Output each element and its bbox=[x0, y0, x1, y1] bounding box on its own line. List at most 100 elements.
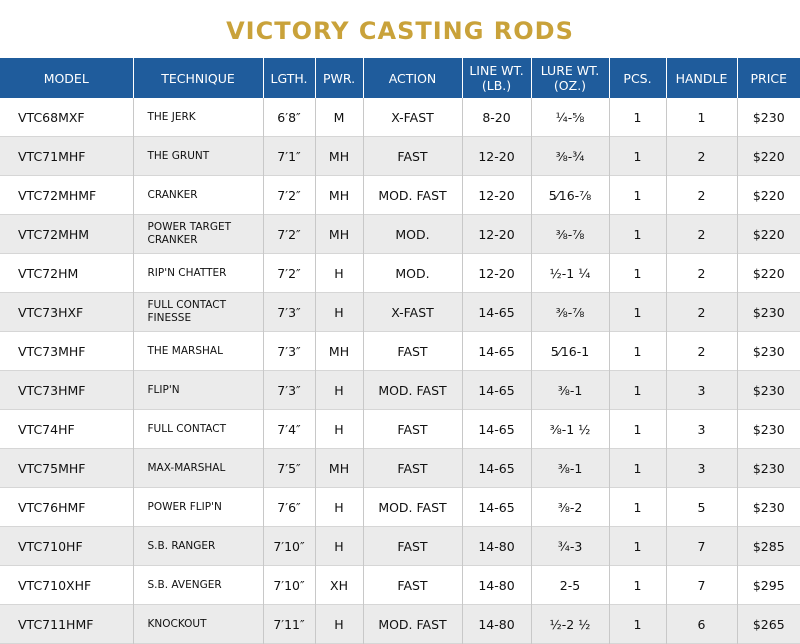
header-cell: PWR. bbox=[314, 58, 363, 98]
table-cell: 1 bbox=[608, 565, 666, 605]
table-cell: 2 bbox=[665, 214, 737, 254]
table-cell: 1 bbox=[608, 526, 666, 566]
table-cell: 2 bbox=[665, 175, 737, 215]
table-cell: VTC75MHF bbox=[0, 448, 133, 488]
table-cell: VTC710XHF bbox=[18, 577, 92, 593]
header-cell: ACTION bbox=[362, 58, 462, 98]
table-cell: $230 bbox=[736, 487, 800, 527]
header-cell: PCS. bbox=[608, 58, 666, 98]
header-cell: MODEL bbox=[0, 58, 133, 98]
table-cell: 7′4″ bbox=[262, 409, 315, 449]
table-cell: 14-80 bbox=[461, 526, 531, 566]
table-cell: MOD. FAST bbox=[362, 604, 462, 644]
table-cell: VTC710HF bbox=[0, 526, 133, 566]
table-cell: 12-20 bbox=[461, 214, 531, 254]
table-cell: 14-65 bbox=[461, 370, 531, 410]
table-cell: ⅜-1 bbox=[530, 370, 609, 410]
table-cell: MH bbox=[314, 175, 363, 215]
table-cell: 7 bbox=[665, 565, 737, 605]
table-cell: 12-20 bbox=[461, 253, 531, 293]
table-row: VTC73MHF THE MARSHAL 7′3″ MH FAST 14-65 5⁄16-1… bbox=[0, 331, 800, 371]
table-cell: 5⁄16-1 bbox=[530, 331, 609, 371]
table-cell: 6′8″ bbox=[262, 98, 315, 137]
table-cell: ⅜-1 bbox=[530, 448, 609, 488]
header-cell: LURE WT. (OZ.) bbox=[530, 58, 609, 98]
table-cell: 7′3″ bbox=[262, 370, 315, 410]
table-cell: 7 bbox=[665, 526, 737, 566]
table-cell: VTC72MHM bbox=[0, 214, 133, 254]
table-cell: $220 bbox=[736, 214, 800, 254]
table-cell: ⅜-⅞ bbox=[530, 214, 609, 254]
table-cell: 12-20 bbox=[461, 136, 531, 176]
table-cell: $220 bbox=[736, 136, 800, 176]
header-cell: HANDLE bbox=[665, 58, 737, 98]
table-cell: ½-1 ¼ bbox=[530, 253, 609, 293]
table-cell: 1 bbox=[608, 331, 666, 371]
title: VICTORY CASTING RODS bbox=[226, 17, 574, 45]
table-cell: FAST bbox=[362, 331, 462, 371]
table-cell: FULL CONTACT FINESSE bbox=[132, 292, 263, 332]
table-cell: VTC68MXF bbox=[18, 109, 85, 125]
table-cell: M bbox=[314, 98, 363, 137]
table-cell: 14-65 bbox=[461, 409, 531, 449]
table-cell: MH bbox=[314, 331, 363, 371]
table-cell: VTC73HMF bbox=[0, 370, 133, 410]
table-cell: THE JERK bbox=[132, 98, 263, 137]
table-row: VTC72MHM POWER TARGET CRANKER 7′2″ MH MOD. 12… bbox=[0, 214, 800, 254]
table-cell: H bbox=[314, 487, 363, 527]
table-cell: 14-65 bbox=[461, 448, 531, 488]
table-cell: ¼-⅝ bbox=[530, 98, 609, 137]
table-cell: MH bbox=[314, 136, 363, 176]
table-cell: KNOCKOUT bbox=[132, 604, 263, 644]
table-cell: ⅜-⅞ bbox=[530, 292, 609, 332]
header-cell: PRICE bbox=[736, 58, 800, 98]
table-cell: 1 bbox=[608, 136, 666, 176]
table-cell: X-FAST bbox=[362, 98, 462, 137]
table-row: VTC68MXF THE JERK 6′8″ M X-FAST 8-20 ¼-⅝ 1 1 $230 bbox=[0, 98, 800, 137]
table-cell: XH bbox=[314, 565, 363, 605]
table-cell: ⅜-1 ½ bbox=[530, 409, 609, 449]
table-cell: S.B. AVENGER bbox=[132, 565, 263, 605]
table-row: VTC73HMF FLIP'N 7′3″ H MOD. FAST 14-65 ⅜-1 1 3 $2… bbox=[0, 370, 800, 410]
header-cell: LINE WT. (LB.) bbox=[461, 58, 531, 98]
table-cell: 14-65 bbox=[461, 487, 531, 527]
table-cell: 1 bbox=[608, 409, 666, 449]
table-cell: ¾-3 bbox=[530, 526, 609, 566]
table-cell: MH bbox=[314, 448, 363, 488]
table-cell: $230 bbox=[736, 98, 800, 137]
table-row: VTC76HMF POWER FLIP'N 7′6″ H MOD. FAST 14-65 ⅜… bbox=[0, 487, 800, 527]
table-cell: $230 bbox=[736, 448, 800, 488]
table-cell: 7′2″ bbox=[262, 253, 315, 293]
table-cell: $230 bbox=[736, 292, 800, 332]
table-cell: H bbox=[314, 292, 363, 332]
table-cell: 1 bbox=[608, 253, 666, 293]
table-cell: 1 bbox=[608, 448, 666, 488]
table-cell: 14-80 bbox=[461, 604, 531, 644]
rod-table: MODEL TECHNIQUE LGTH. PWR. ACTION LINE WT. (L… bbox=[0, 58, 800, 644]
table-cell: FAST bbox=[362, 136, 462, 176]
table-cell: VTC71MHF bbox=[0, 136, 133, 176]
table-cell: 7′5″ bbox=[262, 448, 315, 488]
table-cell: FAST bbox=[362, 409, 462, 449]
table-cell: $220 bbox=[736, 175, 800, 215]
table-cell: 7′3″ bbox=[262, 331, 315, 371]
table-cell: 2 bbox=[665, 292, 737, 332]
header-cell: LGTH. bbox=[262, 58, 315, 98]
table-cell: MOD. FAST bbox=[362, 175, 462, 215]
table-cell: 7′10″ bbox=[262, 526, 315, 566]
table-cell: FAST bbox=[362, 448, 462, 488]
table-cell: VTC76HMF bbox=[18, 499, 86, 515]
table-cell: H bbox=[314, 253, 363, 293]
table-cell: 3 bbox=[665, 409, 737, 449]
table-cell: 14-65 bbox=[461, 292, 531, 332]
table-cell: VTC73MHF bbox=[18, 343, 86, 359]
table-cell: MOD. bbox=[362, 214, 462, 254]
table-cell: H bbox=[314, 604, 363, 644]
table-cell: 2 bbox=[665, 331, 737, 371]
table-cell: $285 bbox=[736, 526, 800, 566]
table-cell: H bbox=[314, 370, 363, 410]
table-cell: POWER TARGET CRANKER bbox=[132, 214, 263, 254]
table-cell: $230 bbox=[736, 409, 800, 449]
